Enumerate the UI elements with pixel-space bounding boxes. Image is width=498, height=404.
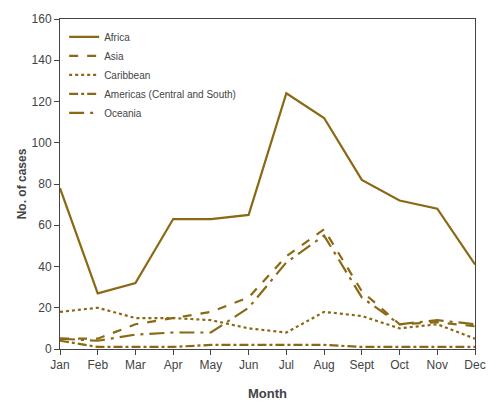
svg-text:Africa: Africa [104, 32, 130, 43]
svg-text:Americas (Central and South): Americas (Central and South) [104, 89, 236, 100]
svg-text:Aug: Aug [313, 358, 334, 372]
svg-text:May: May [200, 358, 223, 372]
svg-text:Nov: Nov [427, 358, 448, 372]
svg-text:Oct: Oct [390, 358, 409, 372]
svg-text:60: 60 [38, 218, 52, 232]
svg-text:Feb: Feb [87, 358, 108, 372]
svg-text:120: 120 [32, 95, 52, 109]
svg-text:Month: Month [248, 386, 287, 401]
svg-text:160: 160 [32, 12, 52, 26]
svg-text:Asia: Asia [104, 51, 124, 62]
svg-text:Caribbean: Caribbean [104, 70, 150, 81]
svg-text:20: 20 [38, 301, 52, 315]
svg-text:Mar: Mar [125, 358, 146, 372]
svg-text:Apr: Apr [164, 358, 183, 372]
svg-text:Jun: Jun [239, 358, 258, 372]
svg-text:140: 140 [32, 53, 52, 67]
svg-text:Dec: Dec [464, 358, 485, 372]
svg-text:No. of cases: No. of cases [15, 148, 29, 219]
svg-text:Sept: Sept [349, 358, 374, 372]
svg-text:40: 40 [38, 260, 52, 274]
svg-text:Oceania: Oceania [104, 108, 142, 119]
svg-text:100: 100 [32, 136, 52, 150]
svg-text:Jan: Jan [50, 358, 69, 372]
svg-text:Jul: Jul [279, 358, 294, 372]
svg-text:80: 80 [38, 177, 52, 191]
svg-text:0: 0 [45, 342, 52, 356]
